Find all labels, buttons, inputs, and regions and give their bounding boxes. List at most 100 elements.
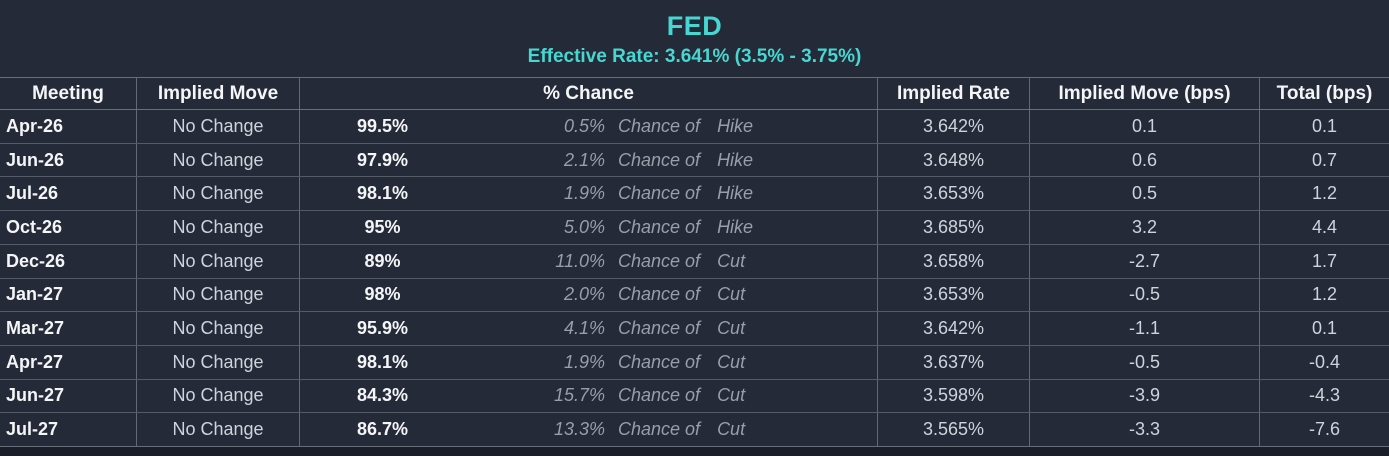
chance-cell: 89% 11.0% Chance of Cut [300, 244, 878, 278]
table-row: Jan-27 No Change 98% 2.0% Chance of Cut … [0, 278, 1389, 313]
chance-main-pct: 99.5% [356, 115, 409, 136]
header-implied-rate: Implied Rate [878, 78, 1030, 109]
chance-alt-pct: 5.0% [563, 216, 605, 237]
chance-direction: Hike [717, 216, 754, 237]
chance-main-pct: 89% [364, 250, 401, 271]
chance-alt-pct: 4.1% [563, 318, 605, 339]
table-row: Apr-26 No Change 99.5% 0.5% Chance of Hi… [0, 110, 1389, 144]
table-row: Jun-27 No Change 84.3% 15.7% Chance of C… [0, 379, 1389, 414]
implied-move-bps-cell: -0.5 [1030, 345, 1260, 379]
chance-main-pct: 95.9% [356, 318, 409, 339]
meeting-cell: Oct-26 [0, 211, 137, 244]
implied-rate-cell: 3.637% [878, 345, 1030, 379]
header-total-bps: Total (bps) [1276, 82, 1373, 104]
chance-of-label: Chance of [618, 183, 701, 204]
implied-rate-cell: 3.653% [878, 278, 1030, 312]
chance-direction: Cut [717, 250, 746, 271]
chance-main-pct: 86.7% [356, 419, 409, 440]
meeting-cell: Jul-26 [0, 177, 137, 211]
total-bps-cell: -0.4 [1308, 351, 1341, 372]
implied-rate-cell: 3.565% [878, 413, 1030, 447]
footer-strip [0, 447, 1389, 456]
chance-cell: 98.1% 1.9% Chance of Cut [300, 345, 878, 379]
meeting-cell: Jan-27 [0, 278, 137, 312]
chance-direction: Cut [717, 419, 746, 440]
header-implied-move-bps: Implied Move (bps) [1030, 78, 1260, 109]
implied-rate-cell: 3.658% [878, 244, 1030, 278]
chance-alt-pct: 0.5% [563, 115, 605, 136]
header-chance: % Chance [300, 78, 878, 109]
table-body: Apr-26 No Change 99.5% 0.5% Chance of Hi… [0, 110, 1389, 448]
total-bps-cell: 1.7 [1311, 250, 1338, 271]
chance-direction: Hike [717, 149, 754, 170]
table-row: Jul-26 No Change 98.1% 1.9% Chance of Hi… [0, 177, 1389, 212]
chance-direction: Cut [717, 318, 746, 339]
total-bps-cell: -4.3 [1308, 385, 1341, 406]
chance-of-label: Chance of [618, 351, 701, 372]
chance-main-pct: 98.1% [356, 183, 409, 204]
implied-move-cell: No Change [137, 110, 300, 143]
chance-of-label: Chance of [618, 284, 701, 305]
implied-rate-cell: 3.642% [878, 312, 1030, 345]
implied-move-cell: No Change [137, 345, 300, 379]
chance-cell: 86.7% 13.3% Chance of Cut [300, 413, 878, 447]
chance-alt-pct: 1.9% [563, 183, 605, 204]
chance-direction: Cut [717, 284, 746, 305]
chance-main-pct: 97.9% [356, 149, 409, 170]
header-meeting: Meeting [0, 78, 137, 109]
chance-of-label: Chance of [618, 318, 701, 339]
implied-move-bps-cell: -1.1 [1030, 312, 1260, 345]
chance-main-pct: 84.3% [356, 385, 409, 406]
chance-main-pct: 98.1% [356, 351, 409, 372]
chance-of-label: Chance of [618, 149, 701, 170]
implied-rate-cell: 3.648% [878, 143, 1030, 177]
implied-move-cell: No Change [137, 211, 300, 244]
chance-main-pct: 98% [364, 284, 401, 305]
chance-of-label: Chance of [618, 250, 701, 271]
chance-alt-pct: 11.0% [555, 250, 605, 271]
title-block: FED Effective Rate: 3.641% (3.5% - 3.75%… [0, 0, 1389, 77]
implied-move-cell: No Change [137, 379, 300, 413]
implied-rate-cell: 3.598% [878, 379, 1030, 413]
effective-rate-subtitle: Effective Rate: 3.641% (3.5% - 3.75%) [527, 46, 862, 67]
chance-of-label: Chance of [618, 115, 701, 136]
table-row: Jul-27 No Change 86.7% 13.3% Chance of C… [0, 413, 1389, 448]
chance-cell: 97.9% 2.1% Chance of Hike [300, 143, 878, 177]
chance-alt-pct: 13.3% [553, 419, 605, 440]
table-row: Jun-26 No Change 97.9% 2.1% Chance of Hi… [0, 143, 1389, 178]
implied-rate-cell: 3.685% [878, 211, 1030, 244]
meeting-cell: Jun-26 [0, 143, 137, 177]
implied-move-bps-cell: 0.5 [1030, 177, 1260, 211]
chance-of-label: Chance of [618, 419, 701, 440]
meeting-cell: Jul-27 [0, 413, 137, 447]
implied-move-cell: No Change [137, 312, 300, 345]
implied-move-cell: No Change [137, 413, 300, 447]
chance-alt-pct: 2.1% [563, 149, 605, 170]
chance-alt-pct: 1.9% [563, 351, 605, 372]
chance-cell: 95.9% 4.1% Chance of Cut [300, 312, 878, 345]
table-row: Oct-26 No Change 95% 5.0% Chance of Hike… [0, 211, 1389, 245]
chance-of-label: Chance of [618, 216, 701, 237]
implied-move-bps-cell: 0.6 [1030, 143, 1260, 177]
meeting-cell: Apr-27 [0, 345, 137, 379]
chance-direction: Hike [717, 183, 754, 204]
implied-move-bps-cell: -3.3 [1030, 413, 1260, 447]
chance-alt-pct: 2.0% [563, 284, 605, 305]
chance-alt-pct: 15.7% [553, 385, 605, 406]
implied-rate-cell: 3.642% [878, 110, 1030, 143]
page-title: FED [666, 11, 723, 41]
meeting-cell: Dec-26 [0, 244, 137, 278]
meeting-cell: Jun-27 [0, 379, 137, 413]
meeting-cell: Mar-27 [0, 312, 137, 345]
header-implied-move: Implied Move [137, 78, 300, 109]
total-bps-cell: 0.1 [1311, 115, 1338, 136]
table-row: Dec-26 No Change 89% 11.0% Chance of Cut… [0, 244, 1389, 279]
total-bps-cell: 1.2 [1311, 183, 1338, 204]
table-row: Mar-27 No Change 95.9% 4.1% Chance of Cu… [0, 312, 1389, 346]
table-row: Apr-27 No Change 98.1% 1.9% Chance of Cu… [0, 345, 1389, 380]
total-bps-cell: -7.6 [1308, 419, 1341, 440]
implied-rate-cell: 3.653% [878, 177, 1030, 211]
chance-of-label: Chance of [618, 385, 701, 406]
total-bps-cell: 4.4 [1311, 216, 1338, 237]
